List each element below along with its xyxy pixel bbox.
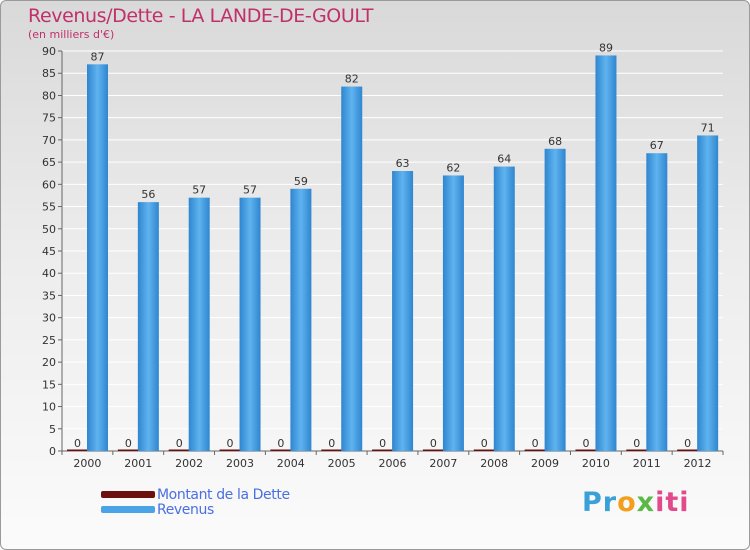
bar-dette-2009 bbox=[524, 449, 546, 451]
ytick-label-10: 10 bbox=[42, 401, 56, 414]
xtick-label-2012: 2012 bbox=[684, 457, 712, 470]
bar-revenus-2000 bbox=[87, 64, 108, 452]
data-label-dette-2000: 0 bbox=[74, 437, 81, 450]
data-label-dette-2005: 0 bbox=[328, 437, 335, 450]
ytick-label-0: 0 bbox=[49, 445, 56, 458]
xtick-label-2010: 2010 bbox=[582, 457, 610, 470]
chart-title: Revenus/Dette - LA LANDE-DE-GOULT bbox=[28, 5, 374, 27]
data-label-revenus-2001: 56 bbox=[141, 188, 155, 201]
bar-dette-2012 bbox=[677, 449, 699, 451]
ytick-label-85: 85 bbox=[42, 67, 56, 80]
data-label-dette-2002: 0 bbox=[176, 437, 183, 450]
legend: Montant de la Dette Revenus bbox=[101, 486, 290, 518]
ytick-label-40: 40 bbox=[42, 267, 56, 280]
proxiti-logo: Proxiti bbox=[582, 487, 690, 518]
xtick-label-2006: 2006 bbox=[379, 457, 407, 470]
data-label-revenus-2003: 57 bbox=[243, 184, 257, 197]
chart-subtitle: (en milliers d'€) bbox=[28, 28, 115, 41]
bar-dette-2000 bbox=[67, 449, 88, 451]
ytick-label-25: 25 bbox=[42, 334, 56, 347]
ytick-label-60: 60 bbox=[42, 178, 56, 191]
bar-revenus-2008 bbox=[493, 166, 515, 452]
bar-revenus-2012 bbox=[697, 135, 719, 451]
data-label-dette-2012: 0 bbox=[684, 437, 691, 450]
bar-dette-2003 bbox=[219, 449, 241, 451]
bar-dette-2011 bbox=[626, 449, 648, 451]
ytick-label-90: 90 bbox=[42, 45, 56, 58]
data-label-dette-2008: 0 bbox=[481, 437, 488, 450]
legend-swatch-dette bbox=[101, 491, 155, 498]
bar-revenus-2010 bbox=[595, 55, 617, 451]
ytick-label-30: 30 bbox=[42, 312, 56, 325]
bar-dette-2007 bbox=[422, 449, 444, 451]
bar-dette-2002 bbox=[168, 449, 190, 451]
data-label-dette-2003: 0 bbox=[227, 437, 234, 450]
bar-revenus-2011 bbox=[646, 153, 668, 451]
ytick-label-45: 45 bbox=[42, 245, 56, 258]
ytick-label-55: 55 bbox=[42, 201, 56, 214]
xtick-label-2008: 2008 bbox=[480, 457, 508, 470]
data-label-dette-2007: 0 bbox=[430, 437, 437, 450]
bar-dette-2005 bbox=[321, 449, 343, 451]
xtick-label-2002: 2002 bbox=[175, 457, 203, 470]
data-label-revenus-2005: 82 bbox=[345, 73, 359, 86]
ytick-label-65: 65 bbox=[42, 156, 56, 169]
bar-revenus-2004 bbox=[290, 188, 312, 451]
legend-item-dette: Montant de la Dette bbox=[101, 486, 290, 503]
bar-revenus-2007 bbox=[442, 175, 464, 451]
ytick-label-15: 15 bbox=[42, 378, 56, 391]
data-label-revenus-2011: 67 bbox=[650, 139, 664, 152]
bar-dette-2004 bbox=[270, 449, 292, 451]
xtick-label-2005: 2005 bbox=[328, 457, 356, 470]
ytick-label-75: 75 bbox=[42, 112, 56, 125]
bar-revenus-2002 bbox=[188, 197, 210, 451]
data-label-dette-2010: 0 bbox=[582, 437, 589, 450]
data-label-revenus-2009: 68 bbox=[548, 135, 562, 148]
data-label-dette-2004: 0 bbox=[277, 437, 284, 450]
data-label-revenus-2002: 57 bbox=[192, 184, 206, 197]
bar-dette-2010 bbox=[575, 449, 597, 451]
data-label-revenus-2010: 89 bbox=[599, 41, 613, 54]
xtick-label-2001: 2001 bbox=[124, 457, 152, 470]
xtick-label-2007: 2007 bbox=[429, 457, 457, 470]
bar-dette-2008 bbox=[473, 449, 495, 451]
xtick-label-2004: 2004 bbox=[277, 457, 305, 470]
ytick-label-50: 50 bbox=[42, 223, 56, 236]
ytick-label-80: 80 bbox=[42, 89, 56, 102]
data-label-dette-2011: 0 bbox=[633, 437, 640, 450]
bar-revenus-2006 bbox=[392, 171, 414, 451]
xtick-label-2009: 2009 bbox=[531, 457, 559, 470]
bar-revenus-2003 bbox=[239, 197, 261, 451]
ytick-label-5: 5 bbox=[49, 423, 56, 436]
data-label-dette-2009: 0 bbox=[532, 437, 539, 450]
bar-dette-2006 bbox=[372, 449, 394, 451]
data-label-dette-2001: 0 bbox=[125, 437, 132, 450]
bar-revenus-2001 bbox=[137, 202, 159, 451]
data-label-revenus-2000: 87 bbox=[91, 50, 105, 63]
data-label-dette-2006: 0 bbox=[379, 437, 386, 450]
data-label-revenus-2004: 59 bbox=[294, 175, 308, 188]
xtick-label-2003: 2003 bbox=[226, 457, 254, 470]
legend-label-revenus: Revenus bbox=[157, 501, 214, 518]
xtick-label-2011: 2011 bbox=[633, 457, 661, 470]
legend-swatch-revenus bbox=[101, 506, 155, 513]
data-label-revenus-2008: 64 bbox=[497, 153, 511, 166]
data-label-revenus-2012: 71 bbox=[701, 121, 715, 134]
ytick-label-70: 70 bbox=[42, 134, 56, 147]
data-label-revenus-2006: 63 bbox=[396, 157, 410, 170]
bar-revenus-2009 bbox=[544, 148, 566, 451]
xtick-label-2000: 2000 bbox=[73, 457, 101, 470]
legend-label-dette: Montant de la Dette bbox=[157, 486, 290, 503]
ytick-label-20: 20 bbox=[42, 356, 56, 369]
ytick-label-35: 35 bbox=[42, 289, 56, 302]
bar-revenus-2005 bbox=[341, 86, 363, 452]
legend-item-revenus: Revenus bbox=[101, 501, 290, 518]
data-label-revenus-2007: 62 bbox=[446, 161, 460, 174]
bar-dette-2001 bbox=[117, 449, 139, 451]
